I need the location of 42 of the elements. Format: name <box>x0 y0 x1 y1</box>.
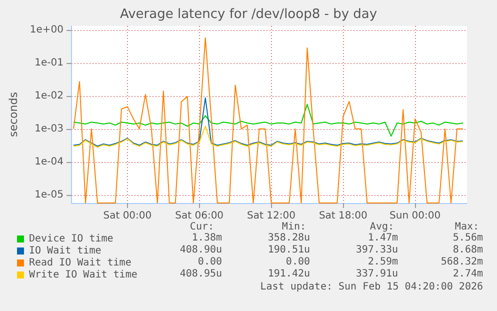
chart-title: Average latency for /dev/loop8 - by day <box>120 7 378 22</box>
text: Last update: Sun Feb 15 04:20:00 2026 <box>260 282 484 292</box>
text: 408.95u <box>180 268 222 280</box>
text: 397.33u <box>356 244 398 256</box>
text: Cur: <box>190 222 214 232</box>
y-tick-label: 1e-01 <box>34 57 64 68</box>
legend-label: IO Wait time <box>29 246 102 256</box>
text: 358.28u <box>268 232 310 244</box>
text: 8.68m <box>452 244 484 256</box>
text: Avg: <box>370 222 394 232</box>
text: 1.38m <box>192 232 222 244</box>
y-tick-label: 1e+00 <box>30 24 64 36</box>
line-series <box>73 37 464 204</box>
text: 0.00 <box>286 256 310 268</box>
legend-label: Write IO Wait time <box>29 270 138 280</box>
text: 1.47m <box>368 232 398 244</box>
text: 191.42u <box>268 268 310 280</box>
text: 568.32m <box>440 256 484 268</box>
text: 408.90u <box>180 244 222 256</box>
y-axis-title: seconds <box>7 92 20 137</box>
legend-label: Read IO Wait time <box>29 258 132 268</box>
x-tick-label: Sun 00:00 <box>390 210 441 222</box>
text: 5.56m <box>452 232 484 244</box>
y-tick-label: 1e-02 <box>34 90 64 102</box>
x-tick-label: Sat 06:00 <box>175 210 224 222</box>
y-tick-label: 1e-05 <box>34 189 64 200</box>
line-series <box>73 104 464 137</box>
x-tick-label: Sat 00:00 <box>103 210 152 222</box>
x-tick-label: Sat 18:00 <box>318 210 368 222</box>
text: 0.00 <box>198 256 222 268</box>
text: Min: <box>282 222 306 232</box>
line-series <box>73 126 464 148</box>
line-series <box>73 97 464 147</box>
text: 337.91u <box>356 268 398 280</box>
text: Max: <box>454 222 480 232</box>
text: 2.59m <box>368 256 398 268</box>
text: 190.51u <box>268 244 310 256</box>
text: 2.74m <box>452 268 484 280</box>
x-tick-label: Sat 12:00 <box>247 210 296 222</box>
legend-label: Device IO time <box>29 234 114 244</box>
y-tick-label: 1e-04 <box>34 156 64 168</box>
y-tick-label: 1e-03 <box>34 123 64 134</box>
